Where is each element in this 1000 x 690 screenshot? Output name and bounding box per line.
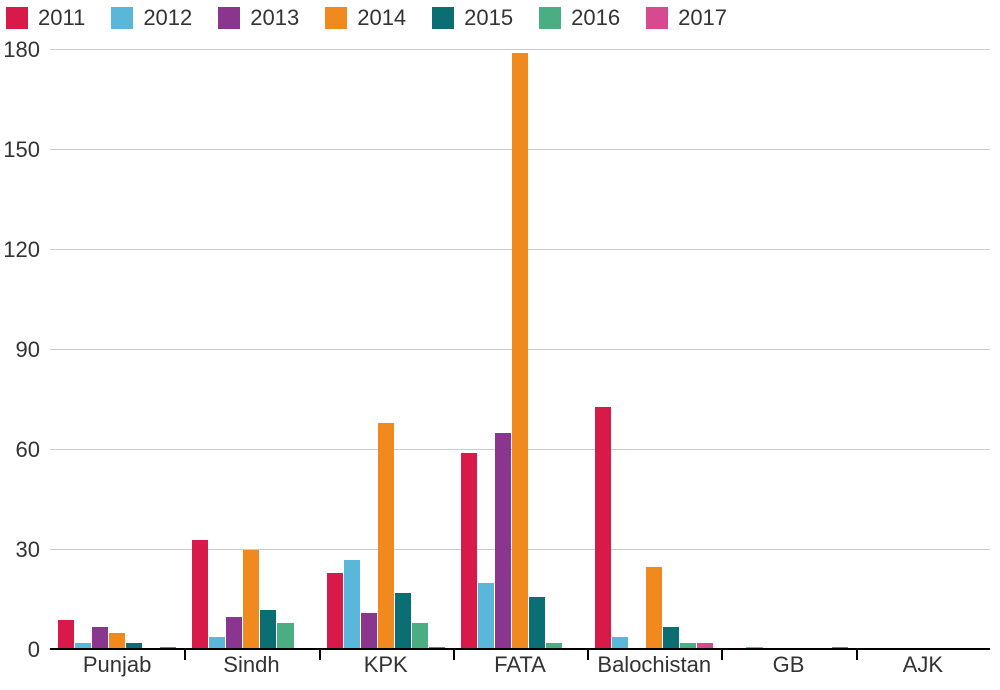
y-tick-label: 60 bbox=[16, 437, 50, 463]
legend-label: 2014 bbox=[357, 5, 406, 31]
legend-item: 2012 bbox=[111, 5, 192, 31]
bar bbox=[243, 550, 259, 650]
x-axis-label: Punjab bbox=[50, 652, 184, 678]
bar-group bbox=[453, 50, 587, 650]
legend-swatch bbox=[432, 7, 454, 29]
bars bbox=[595, 50, 713, 650]
y-tick-label: 0 bbox=[28, 637, 50, 663]
legend-swatch bbox=[325, 7, 347, 29]
legend-label: 2013 bbox=[250, 5, 299, 31]
bar-group bbox=[587, 50, 721, 650]
x-axis-label: Balochistan bbox=[587, 652, 721, 678]
bars bbox=[58, 50, 176, 650]
bars bbox=[192, 50, 310, 650]
bar bbox=[529, 597, 545, 650]
legend-item: 2013 bbox=[218, 5, 299, 31]
bar-group bbox=[50, 50, 184, 650]
legend-item: 2015 bbox=[432, 5, 513, 31]
bar bbox=[260, 610, 276, 650]
x-axis-label: FATA bbox=[453, 652, 587, 678]
legend-label: 2016 bbox=[571, 5, 620, 31]
bar-group bbox=[856, 50, 990, 650]
legend-item: 2011 bbox=[6, 5, 85, 31]
bar bbox=[344, 560, 360, 650]
y-tick-label: 30 bbox=[16, 537, 50, 563]
legend-swatch bbox=[6, 7, 28, 29]
bar bbox=[412, 623, 428, 650]
bar bbox=[327, 573, 343, 650]
y-tick-label: 120 bbox=[3, 237, 50, 263]
bar bbox=[277, 623, 293, 650]
bar bbox=[478, 583, 494, 650]
bar bbox=[58, 620, 74, 650]
x-axis-label: Sindh bbox=[184, 652, 318, 678]
legend: 2011 2012 2013 2014 2015 2016 2017 bbox=[0, 0, 1000, 36]
legend-item: 2017 bbox=[646, 5, 727, 31]
legend-label: 2012 bbox=[143, 5, 192, 31]
y-tick-label: 150 bbox=[3, 137, 50, 163]
y-tick-label: 180 bbox=[3, 37, 50, 63]
bar bbox=[512, 53, 528, 650]
bar bbox=[226, 617, 242, 650]
plot-area: 0306090120150180 bbox=[50, 50, 990, 650]
legend-swatch bbox=[646, 7, 668, 29]
bars bbox=[864, 50, 982, 650]
legend-item: 2014 bbox=[325, 5, 406, 31]
bar bbox=[461, 453, 477, 650]
bars bbox=[461, 50, 579, 650]
bars bbox=[729, 50, 847, 650]
legend-label: 2015 bbox=[464, 5, 513, 31]
x-axis-label: GB bbox=[721, 652, 855, 678]
bar-group bbox=[721, 50, 855, 650]
bar-group bbox=[184, 50, 318, 650]
bar bbox=[663, 627, 679, 650]
legend-swatch bbox=[218, 7, 240, 29]
bar bbox=[495, 433, 511, 650]
bar bbox=[646, 567, 662, 650]
y-tick-label: 90 bbox=[16, 337, 50, 363]
x-axis-label: AJK bbox=[856, 652, 990, 678]
legend-swatch bbox=[111, 7, 133, 29]
legend-label: 2011 bbox=[38, 5, 85, 31]
legend-item: 2016 bbox=[539, 5, 620, 31]
bar bbox=[595, 407, 611, 650]
bar bbox=[378, 423, 394, 650]
bar-groups bbox=[50, 50, 990, 650]
bar bbox=[361, 613, 377, 650]
chart: 2011201220132014201520162017 03060901201… bbox=[0, 0, 1000, 690]
bar bbox=[192, 540, 208, 650]
legend-label: 2017 bbox=[678, 5, 727, 31]
bar bbox=[92, 627, 108, 650]
bar bbox=[395, 593, 411, 650]
legend-swatch bbox=[539, 7, 561, 29]
bars bbox=[327, 50, 445, 650]
x-axis-labels: PunjabSindhKPKFATABalochistanGBAJK bbox=[50, 652, 990, 678]
bar-group bbox=[319, 50, 453, 650]
x-axis bbox=[50, 648, 990, 650]
x-axis-label: KPK bbox=[319, 652, 453, 678]
